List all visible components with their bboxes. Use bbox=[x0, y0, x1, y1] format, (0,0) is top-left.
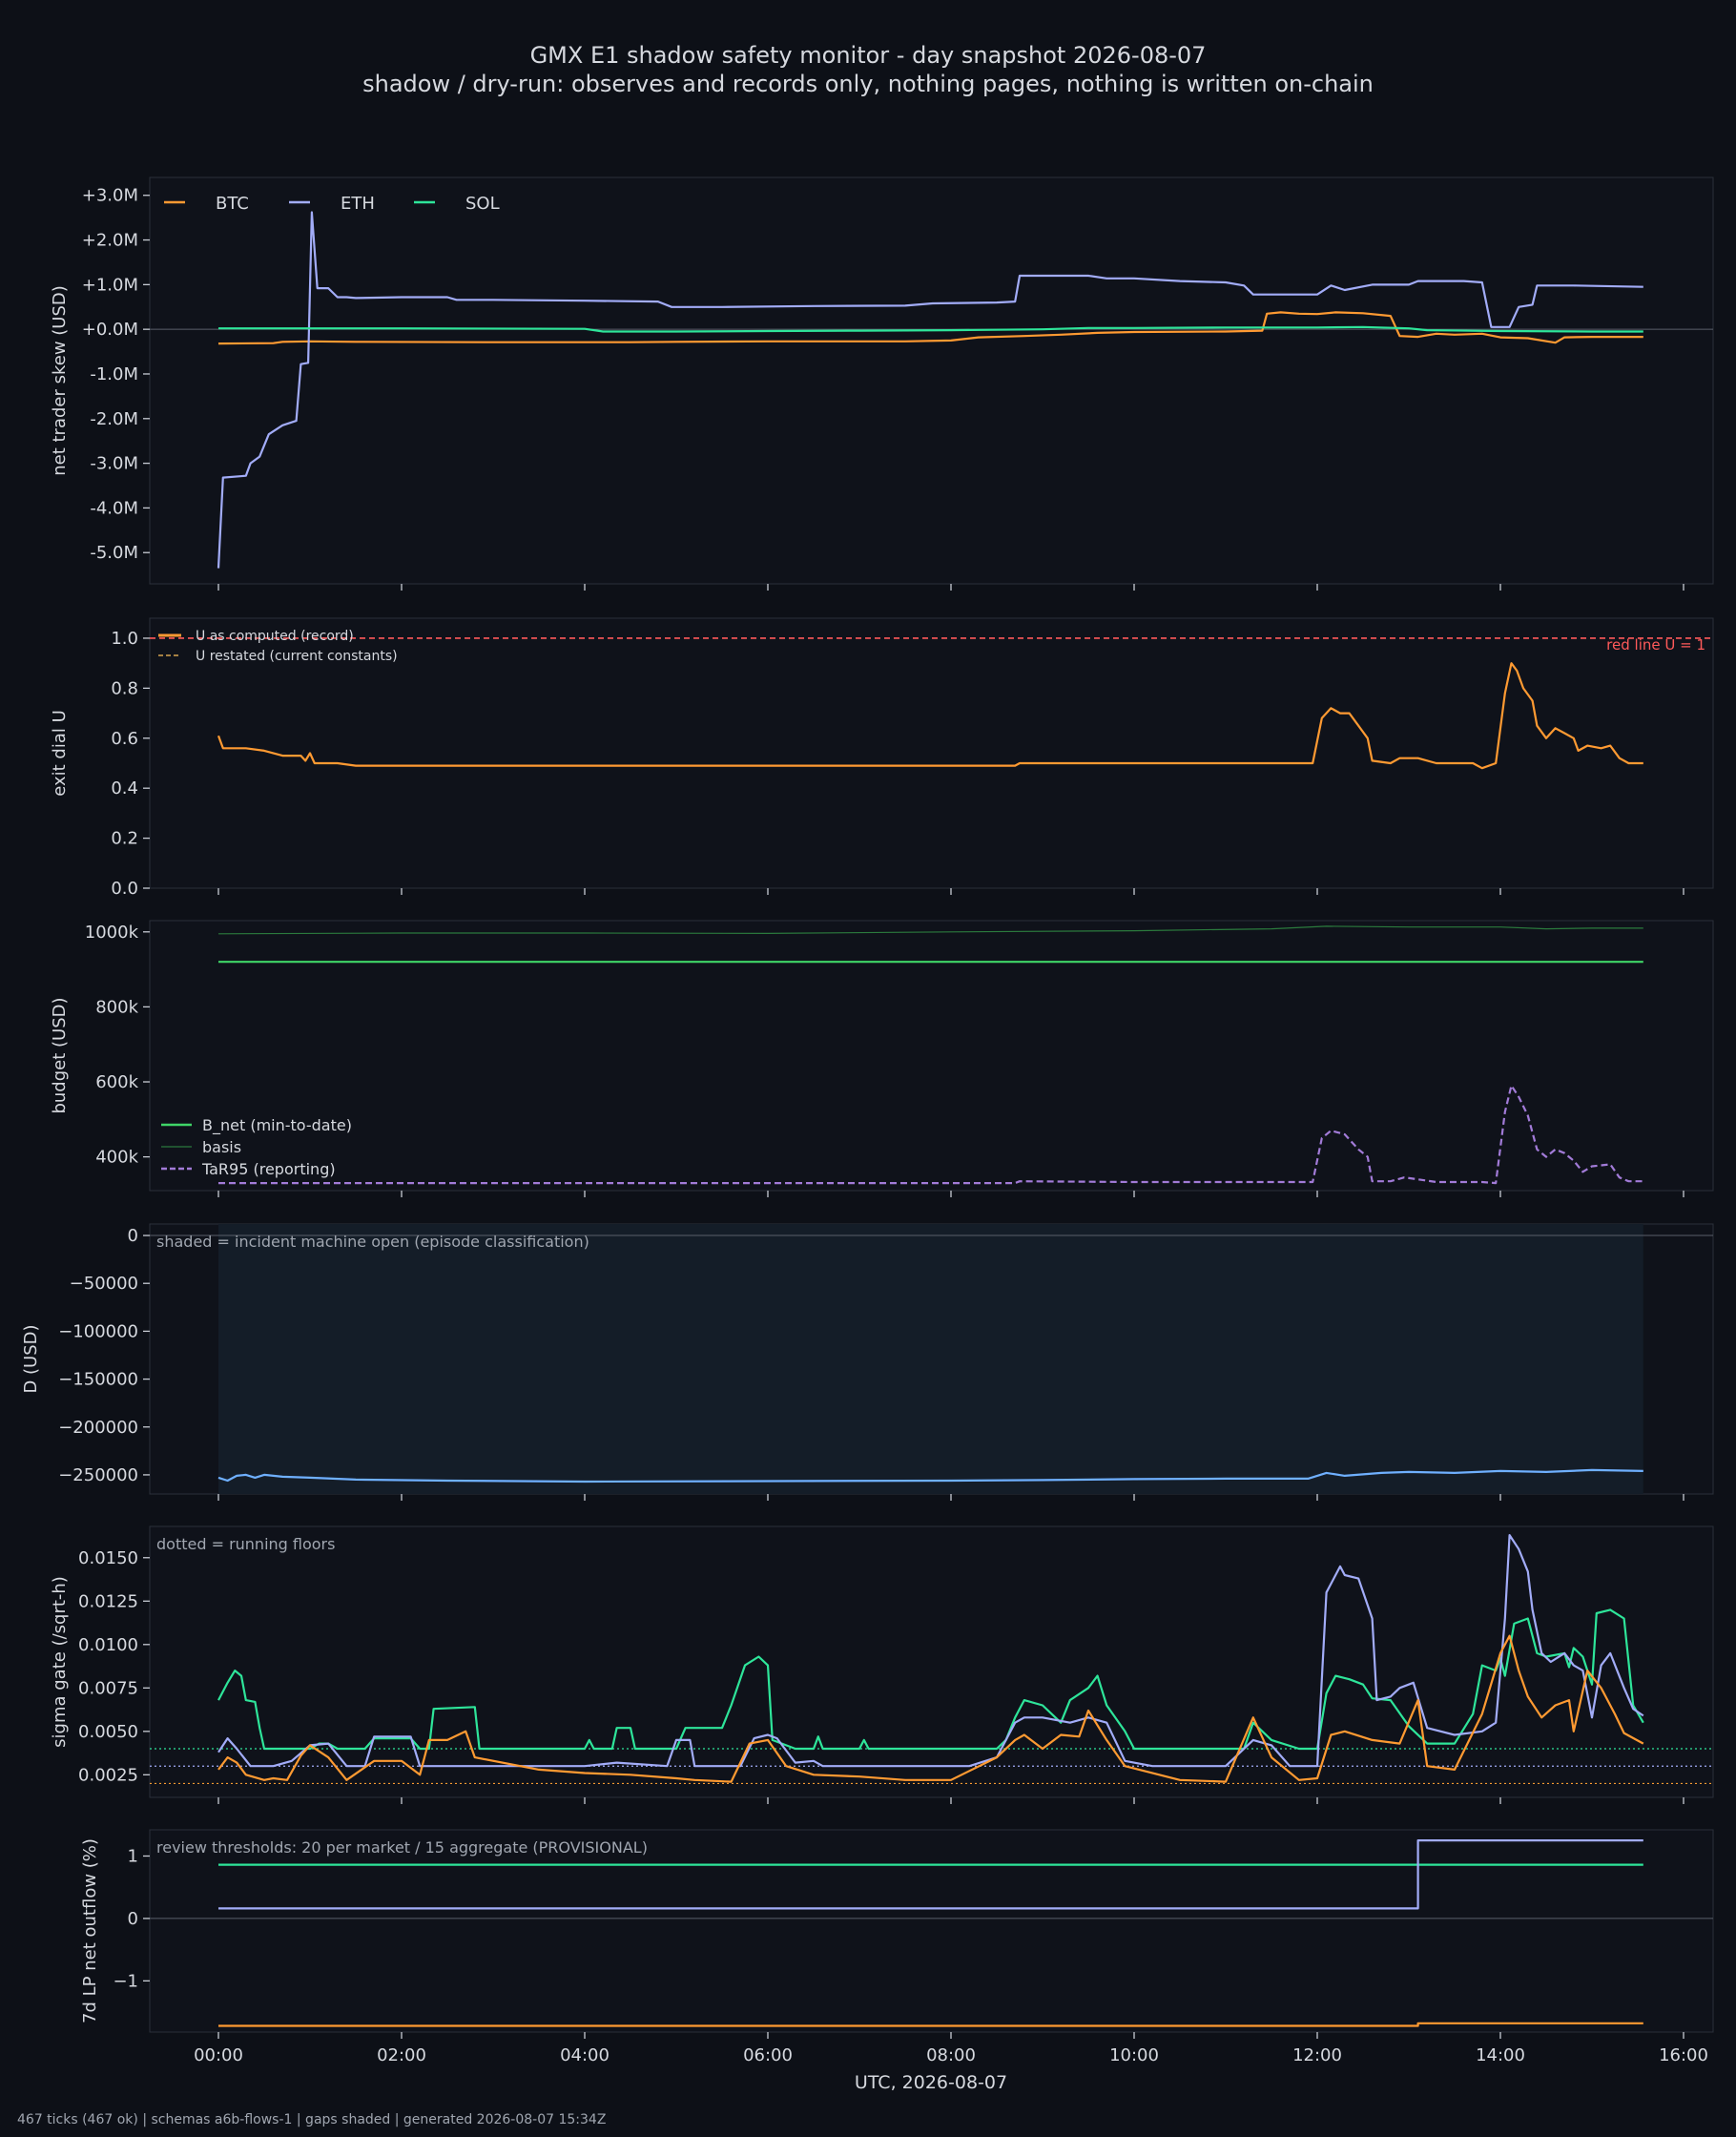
panel-5-y-tick-label: 1 bbox=[128, 1846, 138, 1866]
panel-3-y-tick-label: −50000 bbox=[70, 1274, 138, 1294]
red-line-label: red line U = 1 bbox=[1606, 636, 1705, 654]
series-line-3-d bbox=[217, 1468, 1643, 1483]
panel-1-y-tick-label: 0.6 bbox=[111, 729, 138, 749]
panel-3-annotation: shaded = incident machine open (episode … bbox=[156, 1233, 589, 1251]
series-line-0-btc bbox=[217, 311, 1643, 345]
x-tick-label: 10:00 bbox=[1109, 2045, 1159, 2065]
panel-4-y-tick-label: 0.0125 bbox=[78, 1591, 138, 1611]
panel-3-y-tick-label: 0 bbox=[128, 1226, 138, 1246]
panel-4-y-tick-label: 0.0075 bbox=[78, 1678, 138, 1698]
legend-label-sol: SOL bbox=[465, 194, 500, 214]
panel-3-y-tick-label: −200000 bbox=[58, 1418, 138, 1438]
panel-5-ylabel: 7d LP net outflow (%) bbox=[80, 1838, 100, 2023]
panel-1-ylabel: exit dial U bbox=[50, 710, 70, 797]
panel-2-y-tick-label: 1000k bbox=[85, 923, 139, 943]
panel-4-frame bbox=[149, 1525, 1714, 1798]
figure-title: GMX E1 shadow safety monitor - day snaps… bbox=[529, 42, 1207, 69]
series-line-1-u-as-computed-record- bbox=[217, 662, 1643, 770]
panel-4-y-tick-label: 0.0050 bbox=[78, 1722, 138, 1742]
legend-label-eth: ETH bbox=[341, 194, 375, 214]
panel-2-y-tick-label: 600k bbox=[95, 1072, 138, 1092]
panel-2-frame bbox=[149, 920, 1714, 1192]
panel-0-y-tick-label: -2.0M bbox=[90, 409, 138, 429]
panel-3-incident-shading bbox=[218, 1224, 1643, 1494]
panel-0-y-tick-label: -1.0M bbox=[90, 364, 138, 384]
panel-1-frame bbox=[149, 617, 1714, 889]
panel-0-y-tick-label: +2.0M bbox=[82, 231, 138, 251]
x-axis-label: UTC, 2026-08-07 bbox=[855, 2072, 1007, 2093]
panel-3-y-tick-label: −250000 bbox=[58, 1465, 138, 1485]
series-line-5-eth bbox=[218, 1839, 1643, 1910]
panel-0-y-tick-label: -3.0M bbox=[90, 454, 138, 474]
x-tick-label: 14:00 bbox=[1476, 2045, 1525, 2065]
legend-label-1: basis bbox=[202, 1138, 241, 1156]
panel-0-y-tick-label: +3.0M bbox=[82, 186, 138, 206]
x-tick-label: 06:00 bbox=[743, 2045, 793, 2065]
legend-label-1: U restated (current constants) bbox=[196, 649, 398, 664]
panel-0-frame bbox=[149, 176, 1714, 585]
series-line-2-basis bbox=[217, 925, 1643, 935]
series-line-4-btc bbox=[217, 1634, 1644, 1783]
panel-4-ylabel: sigma gate (/sqrt-h) bbox=[50, 1576, 70, 1748]
panel-1-y-tick-label: 0.2 bbox=[111, 829, 138, 849]
legend-label-0: B_net (min-to-date) bbox=[202, 1116, 352, 1135]
series-line-5-btc bbox=[218, 2022, 1643, 2027]
panel-3-y-tick-label: −150000 bbox=[58, 1370, 138, 1390]
series-line-2-tar95-reporting- bbox=[218, 1084, 1643, 1185]
legend-label-2: TaR95 (reporting) bbox=[201, 1160, 336, 1178]
panel-4-annotation: dotted = running floors bbox=[156, 1535, 335, 1553]
x-tick-label: 16:00 bbox=[1659, 2045, 1708, 2065]
x-tick-label: 12:00 bbox=[1292, 2045, 1342, 2065]
figure-subtitle: shadow / dry-run: observes and records o… bbox=[362, 71, 1374, 97]
panel-2-y-tick-label: 400k bbox=[95, 1148, 138, 1168]
panel-1-y-tick-label: 0.0 bbox=[111, 879, 138, 899]
panel-0-y-tick-label: -5.0M bbox=[90, 543, 138, 563]
panel-1-y-tick-label: 0.8 bbox=[111, 678, 138, 698]
legend-label-btc: BTC bbox=[216, 194, 249, 214]
panel-4-y-tick-label: 0.0100 bbox=[78, 1635, 138, 1655]
panel-4-y-tick-label: 0.0025 bbox=[78, 1765, 138, 1785]
panel-1-y-tick-label: 1.0 bbox=[111, 629, 138, 649]
panel-1-y-tick-label: 0.4 bbox=[111, 778, 138, 799]
series-line-0-sol bbox=[218, 325, 1643, 333]
series-line-4-eth bbox=[217, 1534, 1644, 1768]
panel-3-ylabel: D (USD) bbox=[21, 1324, 41, 1393]
panel-4-y-tick-label: 0.0150 bbox=[78, 1548, 138, 1568]
panel-5-y-tick-label: −1 bbox=[113, 1971, 138, 1991]
panel-2-ylabel: budget (USD) bbox=[50, 997, 70, 1113]
panel-3-y-tick-label: −100000 bbox=[58, 1321, 138, 1341]
panel-0-ylabel: net trader skew (USD) bbox=[50, 285, 70, 476]
panel-0-y-tick-label: -4.0M bbox=[90, 498, 138, 518]
panel-5-frame bbox=[149, 1829, 1714, 2033]
x-tick-label: 04:00 bbox=[560, 2045, 610, 2065]
series-line-0-eth bbox=[217, 211, 1643, 569]
panel-2-y-tick-label: 800k bbox=[95, 997, 138, 1017]
panel-0-y-tick-label: +0.0M bbox=[82, 320, 138, 340]
footer-status: 467 ticks (467 ok) | schemas a6b-flows-1… bbox=[17, 2112, 607, 2127]
panel-5-annotation: review thresholds: 20 per market / 15 ag… bbox=[156, 1838, 648, 1857]
panel-5-y-tick-label: 0 bbox=[128, 1909, 138, 1929]
x-tick-label: 00:00 bbox=[194, 2045, 243, 2065]
panel-0-y-tick-label: +1.0M bbox=[82, 275, 138, 295]
x-tick-label: 02:00 bbox=[377, 2045, 426, 2065]
legend-label-0: U as computed (record) bbox=[196, 629, 354, 644]
x-tick-label: 08:00 bbox=[926, 2045, 976, 2065]
